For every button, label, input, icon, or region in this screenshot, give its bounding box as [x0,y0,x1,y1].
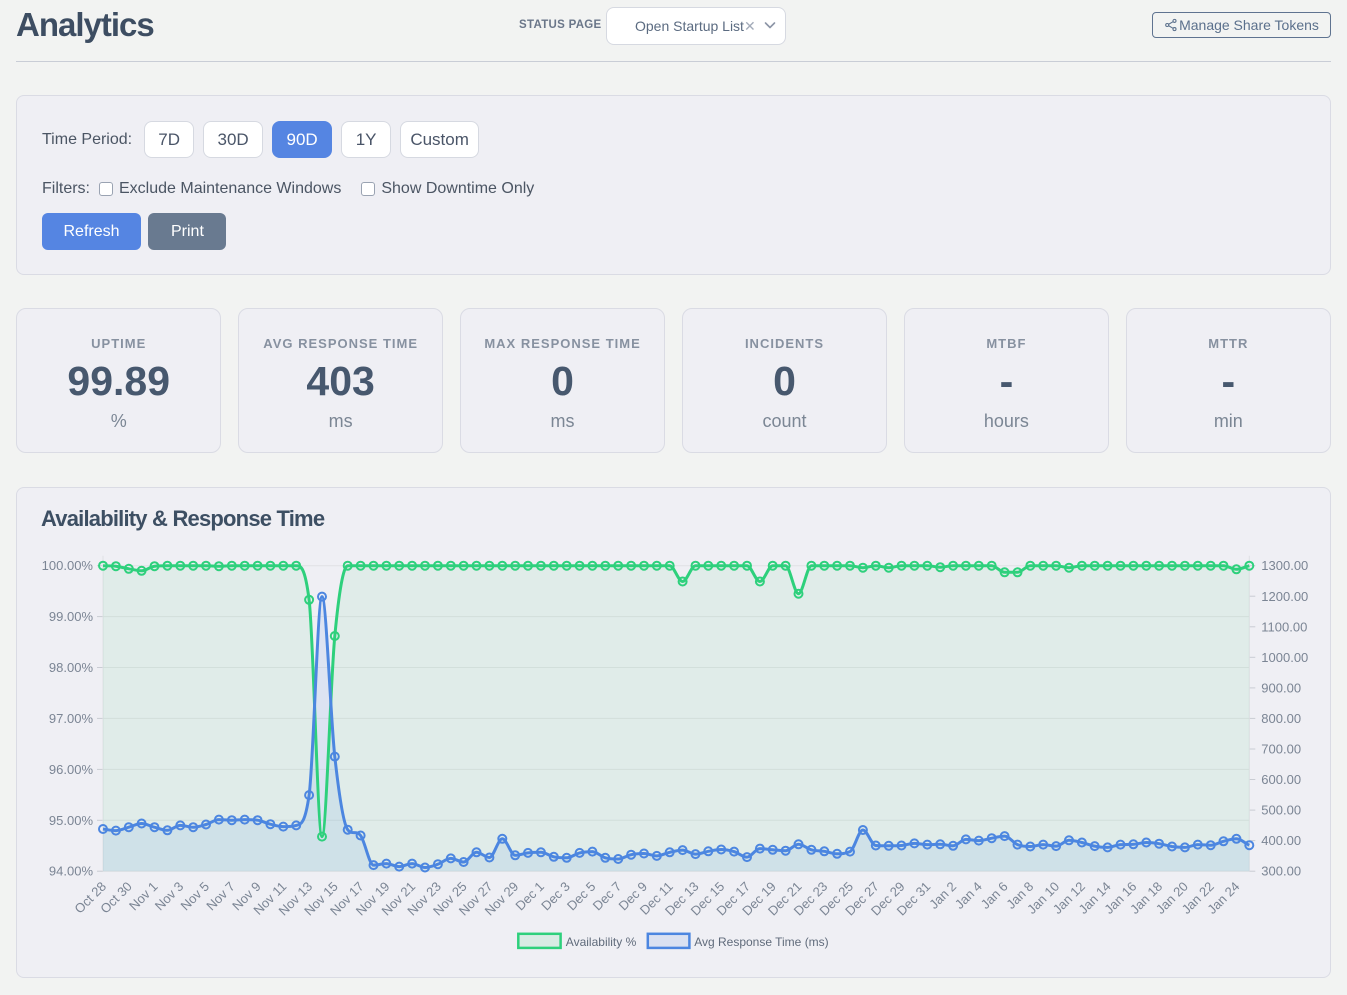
svg-text:400.00: 400.00 [1261,833,1301,848]
svg-text:1100.00: 1100.00 [1261,619,1307,634]
svg-text:800.00: 800.00 [1261,711,1301,726]
svg-text:600.00: 600.00 [1261,772,1301,787]
svg-text:1200.00: 1200.00 [1261,589,1308,604]
svg-text:Jan 6: Jan 6 [978,879,1011,912]
svg-text:Nov 3: Nov 3 [152,879,187,914]
svg-text:97.00%: 97.00% [49,711,94,726]
svg-text:94.00%: 94.00% [49,864,94,879]
svg-text:300.00: 300.00 [1261,864,1301,879]
svg-text:100.00%: 100.00% [42,558,94,573]
svg-text:1000.00: 1000.00 [1261,650,1308,665]
svg-text:Jan 4: Jan 4 [952,879,985,912]
svg-text:Nov 7: Nov 7 [203,879,238,914]
svg-text:Dec 1: Dec 1 [512,879,547,914]
svg-text:900.00: 900.00 [1261,680,1301,695]
svg-text:Avg Response Time (ms): Avg Response Time (ms) [694,935,829,949]
svg-text:Nov 1: Nov 1 [126,879,161,914]
svg-text:500.00: 500.00 [1261,803,1301,818]
svg-text:Dec 5: Dec 5 [564,879,599,914]
svg-text:Nov 5: Nov 5 [177,879,212,914]
svg-text:98.00%: 98.00% [49,660,94,675]
svg-text:96.00%: 96.00% [49,762,94,777]
svg-text:99.00%: 99.00% [49,609,94,624]
svg-text:Dec 3: Dec 3 [538,879,573,914]
svg-text:95.00%: 95.00% [49,813,94,828]
svg-text:Availability %: Availability % [566,935,637,949]
svg-text:700.00: 700.00 [1261,742,1301,757]
svg-text:1300.00: 1300.00 [1261,558,1308,573]
svg-text:Dec 7: Dec 7 [590,879,625,914]
svg-text:Jan 2: Jan 2 [926,879,959,912]
